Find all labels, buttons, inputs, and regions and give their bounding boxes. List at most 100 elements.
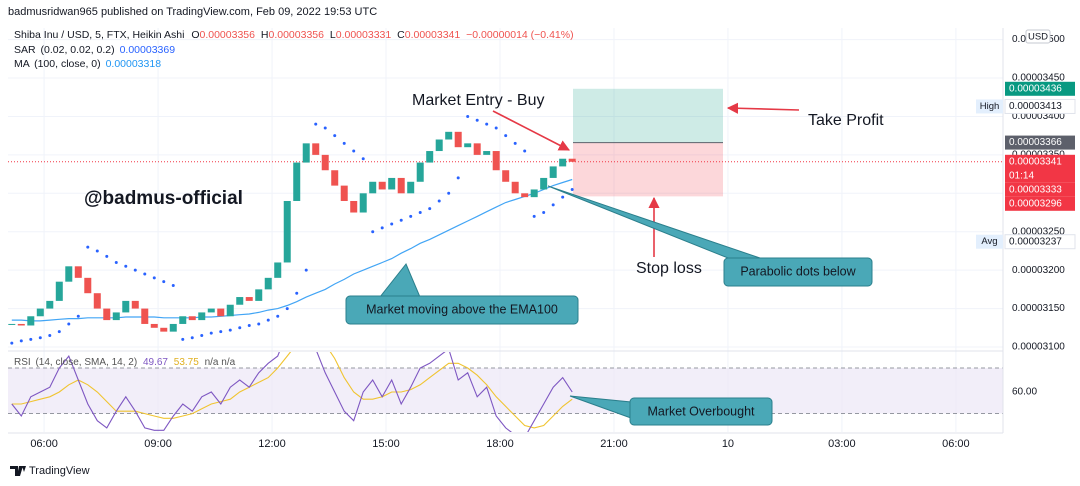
- sar-dot: [114, 260, 118, 264]
- candle: [17, 323, 25, 326]
- price-badge: 0.00003296: [1005, 196, 1075, 211]
- y-tick-label: 0.00003400: [1012, 111, 1065, 122]
- sar-dot: [570, 187, 574, 191]
- x-tick-label: 06:00: [30, 438, 58, 450]
- candle: [283, 200, 291, 263]
- candle: [264, 277, 272, 290]
- sar-dot: [447, 191, 451, 195]
- candle: [226, 304, 234, 317]
- callout-text: Parabolic dots below: [740, 264, 856, 278]
- footer-logo: TradingView: [10, 465, 90, 477]
- candle: [27, 316, 35, 326]
- rsi-tick-label: 60.00: [1012, 387, 1037, 398]
- badge-label: Avg: [981, 236, 997, 247]
- value: 0.00003356: [200, 29, 256, 41]
- y-tick-label: 0.00003100: [1012, 342, 1065, 353]
- sar-dot: [352, 149, 356, 153]
- price-pane: [8, 88, 1003, 345]
- sar-dot: [162, 280, 166, 284]
- candle: [378, 181, 386, 190]
- axes: 06:00 09:00 12:00 15:00 18:00 21:00 10 03:00 06:…: [30, 34, 1076, 450]
- callout: [723, 257, 873, 287]
- rsi-sma-line: [11, 352, 573, 429]
- label: C: [397, 29, 405, 41]
- callout-text: Market Overbought: [648, 404, 756, 418]
- candle: [397, 177, 405, 194]
- label: O: [191, 29, 199, 41]
- sar-dot: [409, 214, 413, 218]
- candle: [36, 308, 44, 317]
- sar-dot: [456, 176, 460, 180]
- badge-value: 0.00003296: [1009, 198, 1062, 209]
- candle: [198, 312, 206, 321]
- logo: [10, 466, 26, 476]
- candle: [46, 300, 54, 309]
- badge-value: 0.00003333: [1009, 184, 1062, 195]
- params: (100, close, 0): [34, 58, 101, 70]
- sar-dot: [342, 141, 346, 145]
- candle: [473, 143, 481, 155]
- sar-dot: [418, 211, 422, 215]
- y-tick-label: 0.00003450: [1012, 73, 1065, 84]
- sar-dot: [475, 118, 479, 122]
- header: badmusridwan965 published on TradingView…: [8, 6, 377, 18]
- rsi-lines: [11, 352, 573, 432]
- sar-dot: [76, 314, 80, 318]
- badge-value: 0.00003237: [1009, 236, 1062, 247]
- candle: [502, 170, 510, 182]
- badge-bg: [1004, 234, 1076, 250]
- sar-dot: [513, 141, 517, 145]
- badge-bg: [1004, 98, 1076, 114]
- candle: [483, 151, 491, 155]
- value: 0.00003369: [120, 44, 176, 56]
- value: 0.00003341: [405, 29, 461, 41]
- candle: [492, 151, 500, 171]
- badge-bg: [1005, 196, 1075, 211]
- candle: [65, 266, 73, 282]
- sar-dot: [494, 126, 498, 130]
- params: (0.02, 0.02, 0.2): [41, 44, 115, 56]
- badge-bg: [1005, 182, 1075, 197]
- value: 53.75: [174, 357, 199, 368]
- x-tick-label: 18:00: [486, 438, 514, 450]
- legend-rsi: RSI (14, close, SMA, 14, 2) 49.67 53.75 …: [14, 357, 236, 368]
- candle: [435, 139, 443, 152]
- countdown: 01:14: [1009, 170, 1034, 181]
- sar-dot: [333, 134, 337, 138]
- candle: [141, 308, 149, 324]
- candle: [293, 162, 301, 201]
- sar-dot: [124, 264, 128, 268]
- price-badge: 0.00003237 Avg: [976, 234, 1076, 250]
- x-tick-label: 12:00: [258, 438, 286, 450]
- name: RSI: [14, 357, 31, 368]
- change: −0.00000014 (−0.41%): [466, 29, 573, 41]
- sar-dot: [295, 291, 299, 295]
- callout: [629, 397, 773, 426]
- arrow: [726, 102, 800, 114]
- candle: [530, 189, 538, 198]
- badge-value: 0.00003366: [1009, 137, 1062, 148]
- sar-dot: [504, 134, 508, 138]
- badge-value: 0.00003341: [1009, 156, 1062, 167]
- candle: [179, 316, 187, 324]
- take-profit-zone: [573, 88, 723, 143]
- stop-loss-zone: [573, 142, 723, 197]
- sar-dot: [371, 230, 375, 234]
- badge-value: 0.00003413: [1009, 101, 1062, 112]
- name: SAR: [14, 44, 36, 56]
- symbol: Shiba Inu / USD, 5, FTX, Heikin Ashi: [14, 29, 184, 41]
- sar-dot: [29, 337, 33, 341]
- candle: [511, 181, 519, 194]
- candle: [568, 158, 576, 162]
- price-badge: 0.00003366: [1005, 135, 1075, 150]
- sar-dot: [247, 323, 251, 327]
- x-tick-label: 06:00: [942, 438, 970, 450]
- candle: [236, 297, 244, 305]
- candle: [74, 266, 82, 278]
- candle: [122, 300, 130, 313]
- candle: [93, 293, 101, 309]
- candle: [131, 300, 139, 309]
- candle: [312, 143, 320, 155]
- callout-text: Market moving above the EMA100: [366, 302, 558, 316]
